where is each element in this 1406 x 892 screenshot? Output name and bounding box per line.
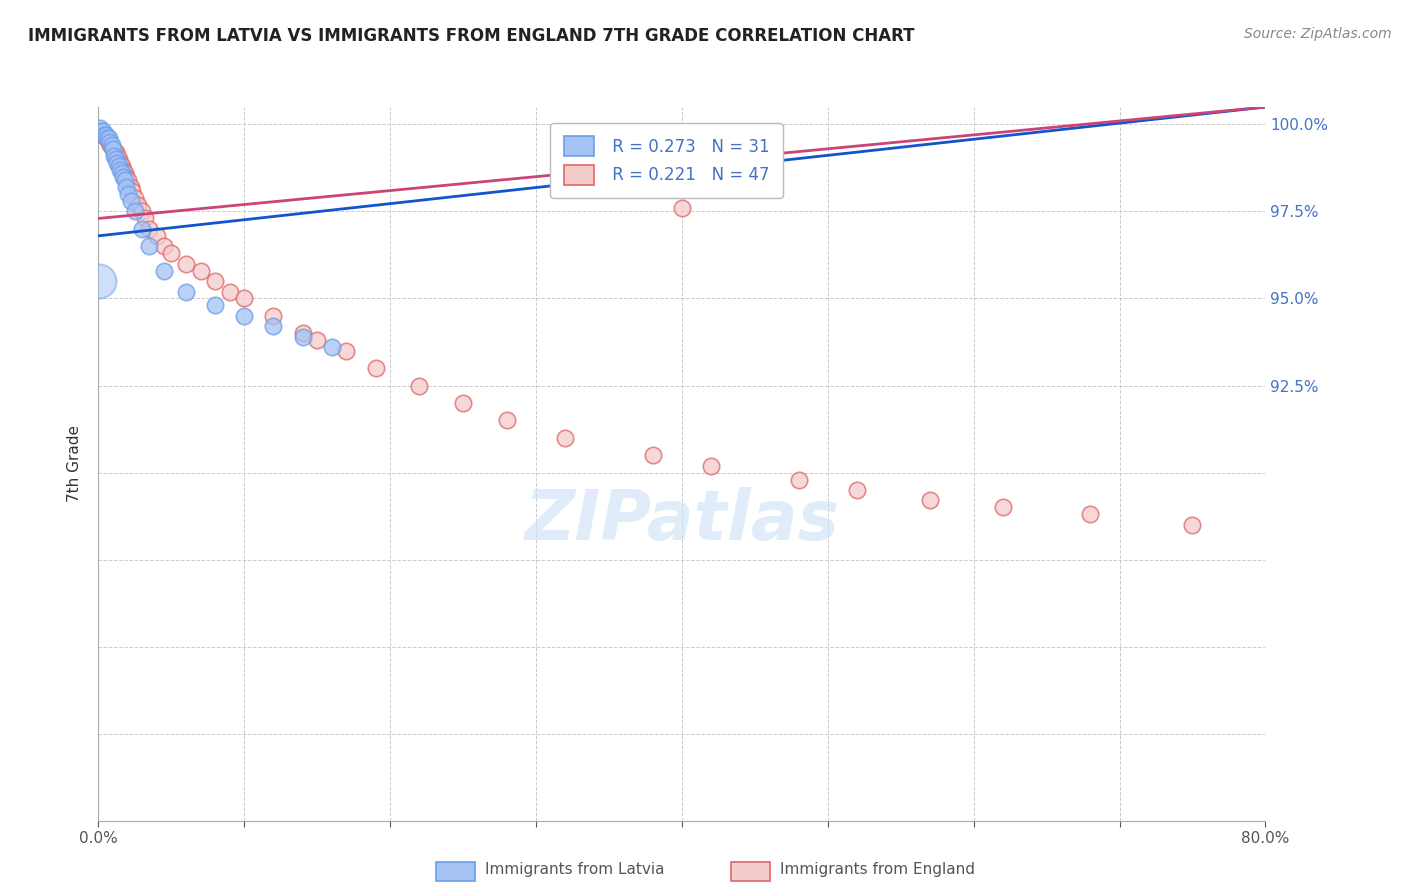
Point xyxy=(1080,508,1102,522)
Point xyxy=(190,263,212,277)
Point xyxy=(103,145,125,160)
Point xyxy=(153,239,176,253)
Point xyxy=(112,169,135,184)
Point xyxy=(146,228,169,243)
Point xyxy=(291,330,314,344)
Point xyxy=(115,180,138,194)
Point xyxy=(101,142,124,156)
Point xyxy=(321,340,343,354)
Text: Immigrants from England: Immigrants from England xyxy=(780,863,976,877)
Point xyxy=(153,263,176,277)
Point xyxy=(100,138,122,153)
Point xyxy=(218,285,240,299)
Point xyxy=(108,159,131,173)
Point xyxy=(160,246,183,260)
Point xyxy=(335,343,357,358)
Point xyxy=(134,211,156,226)
Point xyxy=(94,131,117,145)
Point xyxy=(117,173,139,187)
Point xyxy=(700,458,723,473)
Point xyxy=(671,201,693,215)
Point xyxy=(104,145,127,160)
Point xyxy=(89,120,111,135)
Y-axis label: 7th Grade: 7th Grade xyxy=(67,425,83,502)
Text: Source: ZipAtlas.com: Source: ZipAtlas.com xyxy=(1244,27,1392,41)
Point xyxy=(120,180,142,194)
Point xyxy=(117,187,139,202)
Point xyxy=(307,333,329,347)
Point xyxy=(111,159,134,173)
Point xyxy=(233,309,256,323)
Point xyxy=(96,131,118,145)
Text: Immigrants from Latvia: Immigrants from Latvia xyxy=(485,863,665,877)
Point xyxy=(120,194,142,208)
Point xyxy=(991,500,1014,515)
Point xyxy=(94,128,117,142)
Point xyxy=(174,257,197,271)
Point xyxy=(641,448,664,462)
Point xyxy=(93,128,115,142)
Point xyxy=(451,396,474,410)
Point xyxy=(124,190,146,204)
Point xyxy=(90,124,112,138)
Text: IMMIGRANTS FROM LATVIA VS IMMIGRANTS FROM ENGLAND 7TH GRADE CORRELATION CHART: IMMIGRANTS FROM LATVIA VS IMMIGRANTS FRO… xyxy=(28,27,915,45)
Point xyxy=(204,298,226,312)
Point xyxy=(364,361,387,376)
Point xyxy=(91,124,114,138)
Text: ZIPatlas: ZIPatlas xyxy=(524,487,839,555)
Point xyxy=(98,135,121,149)
Point xyxy=(845,483,868,497)
Point xyxy=(97,135,120,149)
Point xyxy=(233,292,256,306)
Point xyxy=(114,173,136,187)
Point xyxy=(174,285,197,299)
Point xyxy=(112,162,135,177)
Point xyxy=(103,149,125,163)
Point xyxy=(98,138,121,153)
Point xyxy=(1181,517,1204,532)
Point xyxy=(115,169,138,184)
Point xyxy=(918,493,941,508)
Point xyxy=(108,153,131,167)
Legend:  R = 0.273   N = 31,  R = 0.221   N = 47: R = 0.273 N = 31, R = 0.221 N = 47 xyxy=(550,122,783,198)
Point xyxy=(291,326,314,341)
Point xyxy=(104,153,127,167)
Point xyxy=(495,413,517,427)
Point xyxy=(105,149,128,163)
Point xyxy=(91,128,114,142)
Point xyxy=(138,222,160,236)
Point xyxy=(408,378,430,392)
Point xyxy=(89,274,111,288)
Point xyxy=(138,239,160,253)
Point xyxy=(204,274,226,288)
Point xyxy=(131,204,153,219)
Point xyxy=(97,131,120,145)
Point xyxy=(110,155,132,169)
Point xyxy=(110,162,132,177)
Point xyxy=(114,166,136,180)
Point xyxy=(554,431,576,445)
Point xyxy=(262,309,284,323)
Point xyxy=(127,197,149,211)
Point xyxy=(111,166,134,180)
Point xyxy=(131,222,153,236)
Point xyxy=(121,184,143,198)
Point xyxy=(787,473,810,487)
Point xyxy=(101,142,124,156)
Point xyxy=(105,155,128,169)
Point xyxy=(124,204,146,219)
Point xyxy=(262,319,284,334)
